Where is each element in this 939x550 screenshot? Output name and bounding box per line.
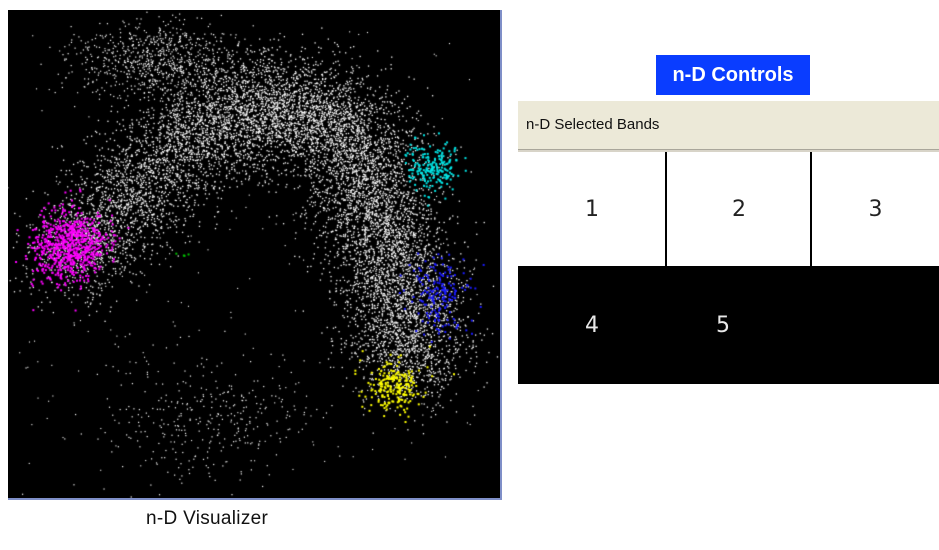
band-3-button[interactable]: 3: [812, 152, 939, 266]
selected-bands-label: n-D Selected Bands: [526, 116, 660, 133]
visualizer-caption: n-D Visualizer: [146, 508, 269, 529]
band-divider: [665, 152, 667, 266]
selected-bands-header: n-D Selected Bands: [518, 100, 939, 150]
nd-controls-panel: n-D Selected Bands 1 2 3 4 5: [518, 100, 939, 384]
band-1-button[interactable]: 1: [518, 152, 666, 266]
band-divider: [810, 152, 812, 266]
band-2-button[interactable]: 2: [666, 152, 812, 266]
band-empty-cell: [792, 266, 939, 384]
nd-controls-title: n-D Controls: [656, 55, 810, 95]
scatter-plot-canvas[interactable]: [8, 10, 500, 498]
band-4-button[interactable]: 4: [518, 266, 666, 384]
nd-visualizer-plot[interactable]: [8, 10, 502, 500]
band-5-button[interactable]: 5: [666, 266, 792, 384]
